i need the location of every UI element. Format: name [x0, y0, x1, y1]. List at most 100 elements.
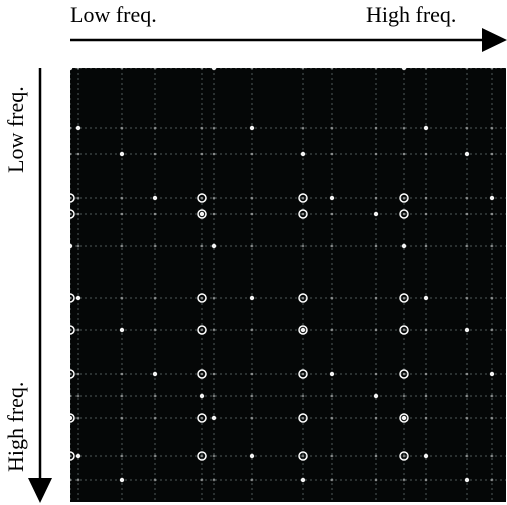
spectrum-peak — [153, 68, 157, 70]
spectrum-peak — [76, 196, 80, 200]
spectrum-peak — [330, 478, 334, 482]
spectrum-peak — [374, 478, 378, 482]
spectrum-peak — [374, 152, 378, 156]
spectrum-peak — [200, 454, 204, 458]
x-axis-arrowhead — [482, 28, 507, 52]
spectrum-peak — [250, 394, 254, 398]
spectrum-peak — [70, 394, 72, 398]
spectrum-peak — [212, 372, 216, 376]
spectrum-peak — [76, 212, 80, 216]
spectrum-peak — [76, 68, 80, 70]
spectrum-peak — [490, 244, 494, 248]
spectrum-peak — [401, 415, 407, 421]
spectrum-peak — [200, 328, 204, 332]
spectrum-ring-peak — [70, 413, 75, 423]
spectrum-peak — [490, 328, 494, 332]
spectrum-peak — [153, 328, 157, 332]
spectrum-peak — [374, 68, 378, 70]
spectrum-peak — [200, 196, 204, 200]
spectrum-ring-peak — [197, 193, 207, 203]
spectrum-peak — [424, 372, 428, 376]
spectrum-peak — [489, 195, 495, 201]
spectrum-peak — [465, 68, 469, 70]
spectrum-peak — [330, 126, 334, 130]
spectrum-peak — [211, 68, 217, 71]
spectrum-peak — [153, 296, 157, 300]
spectrum-peak — [120, 372, 124, 376]
spectrum-peak — [464, 477, 470, 483]
spectrum-ring-peak — [399, 293, 409, 303]
spectrum-peak — [330, 212, 334, 216]
spectrum-peak — [374, 196, 378, 200]
spectrum-peak — [153, 152, 157, 156]
spectrum-peak — [152, 371, 158, 377]
spectrum-peak — [329, 195, 335, 201]
spectrum-peak — [70, 68, 73, 71]
spectrum-peak — [330, 152, 334, 156]
spectrum-peak — [76, 372, 80, 376]
spectrum-peak — [402, 212, 406, 216]
spectrum-peak — [490, 454, 494, 458]
spectrum-peak — [250, 372, 254, 376]
spectrum-peak — [301, 212, 305, 216]
spectrum-peak — [465, 126, 469, 130]
spectrum-peak — [424, 196, 428, 200]
spectrum-peak — [402, 328, 406, 332]
spectrum-peak — [120, 196, 124, 200]
spectrum-peak — [250, 68, 254, 70]
spectrum-peak — [249, 453, 255, 459]
spectrum-peak — [424, 68, 428, 70]
spectrum-peak — [119, 477, 125, 483]
spectrum-peak — [212, 394, 216, 398]
spectrum-peak — [199, 393, 205, 399]
spectrum-peak — [153, 244, 157, 248]
spectrum-peak — [120, 244, 124, 248]
spectrum-peak — [212, 152, 216, 156]
spectrum-ring-peak — [70, 369, 75, 379]
spectrum-peak — [330, 68, 334, 70]
spectrum-ring-peak — [197, 293, 207, 303]
spectrum-ring-peak — [298, 293, 308, 303]
spectrum-peak — [200, 296, 204, 300]
spectrum-peak — [212, 328, 216, 332]
spectrum-peak — [76, 152, 80, 156]
spectrum-peak — [424, 212, 428, 216]
spectrum-ring-peak — [399, 193, 409, 203]
spectrum-peak — [70, 478, 72, 482]
spectrum-peak — [424, 394, 428, 398]
spectrum-peak — [300, 151, 306, 157]
spectrum-peak — [465, 296, 469, 300]
spectrum-peak — [490, 68, 494, 70]
spectrum-peak — [250, 244, 254, 248]
spectrum-peak — [200, 372, 204, 376]
spectrum-peak — [402, 372, 406, 376]
spectrum-peak — [70, 243, 73, 249]
spectrum-peak — [75, 453, 81, 459]
spectrum-ring-peak — [197, 209, 207, 219]
spectrum-peak — [212, 454, 216, 458]
spectrum-peak — [250, 328, 254, 332]
spectrum-peak — [424, 152, 428, 156]
spectrum-peak — [465, 394, 469, 398]
spectrum-peak — [330, 244, 334, 248]
spectrum-peak — [402, 454, 406, 458]
spectrum-ring-peak — [197, 325, 207, 335]
spectrum-peak — [374, 244, 378, 248]
spectrum-peak — [120, 454, 124, 458]
spectrum-peak — [199, 211, 205, 217]
spectrum-peak — [76, 244, 80, 248]
spectrum-peak — [70, 328, 72, 332]
spectrum-peak — [402, 152, 406, 156]
spectrum-peak — [330, 328, 334, 332]
spectrum-peak — [465, 244, 469, 248]
spectrum-peak — [250, 196, 254, 200]
spectrum-peak — [401, 243, 407, 249]
x-axis-high-label: High freq. — [366, 2, 457, 27]
spectrum-ring-peak — [298, 413, 308, 423]
spectrum-peak — [424, 244, 428, 248]
spectrum-peak — [200, 68, 204, 70]
spectrum-peak — [465, 196, 469, 200]
spectrum-peak — [70, 415, 73, 421]
spectrum-peak — [250, 416, 254, 420]
spectrum-peak — [464, 151, 470, 157]
